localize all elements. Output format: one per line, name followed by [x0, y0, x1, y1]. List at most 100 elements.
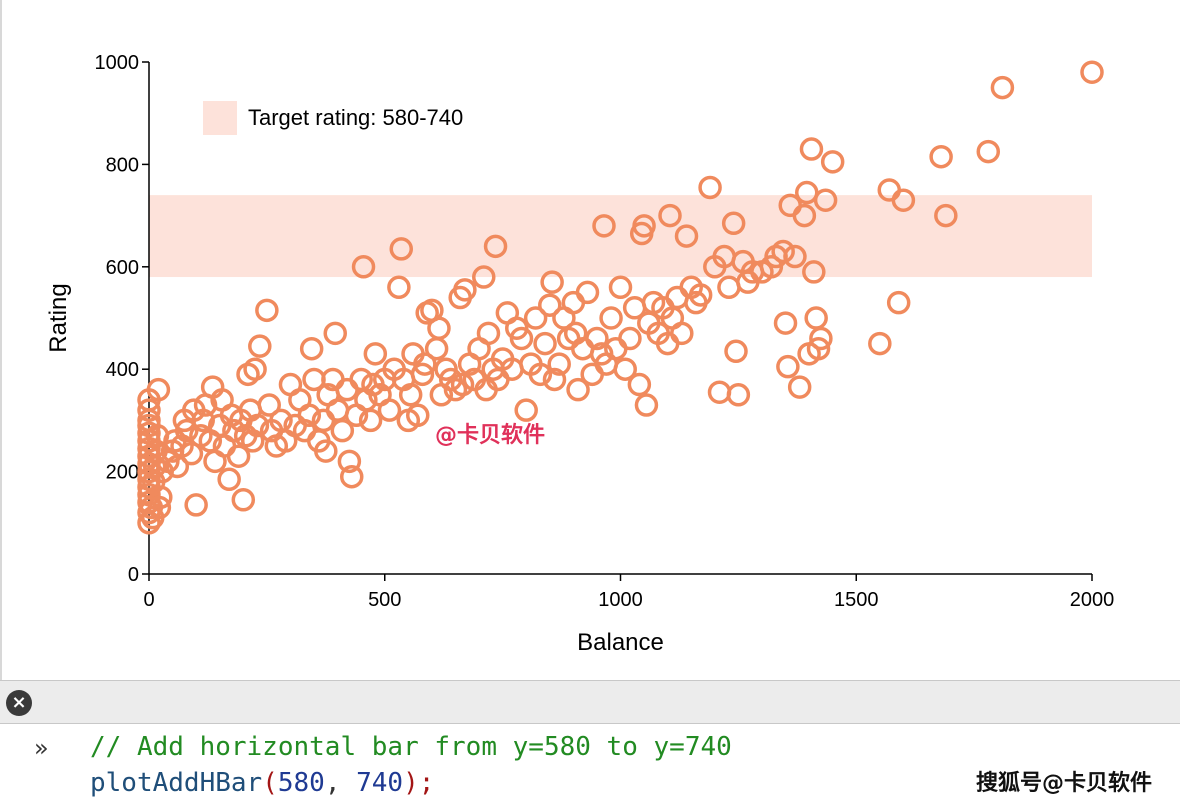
data-point [240, 429, 265, 453]
data-point [726, 383, 751, 407]
data-point [427, 316, 451, 340]
x-tick-label: 1000 [598, 589, 643, 611]
chart-annotation: @卡贝软件 [435, 422, 545, 448]
data-point [792, 203, 817, 228]
data-point [398, 383, 423, 407]
code-separator: , [324, 768, 357, 798]
data-point [337, 449, 362, 474]
data-point [771, 239, 795, 264]
data-point [698, 175, 722, 200]
y-tick-label: 1000 [95, 52, 140, 74]
data-point [804, 306, 828, 330]
target-band [149, 195, 1092, 278]
data-point [453, 278, 477, 302]
data-point [580, 362, 604, 387]
y-tick-label: 200 [106, 462, 139, 484]
data-point [528, 362, 553, 387]
x-tick-label: 1500 [834, 589, 879, 611]
data-point [349, 367, 373, 392]
data-point [599, 306, 623, 330]
data-point [389, 237, 414, 261]
data-point [809, 326, 833, 351]
data-point [509, 326, 534, 351]
data-point [806, 336, 831, 361]
data-point [717, 275, 741, 300]
data-point [147, 495, 172, 520]
data-point [632, 214, 656, 238]
data-point [547, 352, 571, 376]
data-point [721, 211, 746, 236]
data-point [813, 188, 838, 212]
data-point [363, 342, 388, 366]
data-point [634, 393, 659, 417]
data-point [783, 244, 807, 269]
data-point [976, 139, 1001, 164]
data-point [137, 398, 161, 422]
data-point [724, 339, 748, 364]
data-point [674, 224, 699, 248]
code-close: ); [403, 768, 435, 798]
data-point [476, 321, 501, 346]
data-point [542, 367, 567, 392]
plot-panel: 0 200 400 600 800 1000 0 500 1000 1500 2000 Balance… [0, 0, 1115, 680]
data-point [566, 377, 590, 402]
y-tick-label: 600 [106, 257, 139, 279]
source-watermark: 搜狐号@卡贝软件 [975, 771, 1152, 796]
data-point [243, 357, 267, 381]
x-tick-label: 0 [143, 589, 154, 611]
data-point [184, 493, 208, 517]
console-panel[interactable]: » // Add horizontal bar from y=580 to y=… [0, 724, 1180, 807]
code-open-paren: ( [262, 768, 278, 798]
legend-label: Target rating: 580-740 [248, 105, 463, 130]
x-tick-label: 2000 [1070, 589, 1115, 611]
x-axis-label: Balance [577, 629, 664, 656]
data-point [314, 439, 338, 463]
data-point [174, 418, 199, 443]
data-point [387, 275, 411, 300]
y-axis-label: Rating [45, 283, 72, 352]
data-point [179, 441, 204, 466]
data-point [658, 203, 682, 228]
code-call: plotAddHBar(580, 740); [90, 768, 434, 798]
data-point [335, 377, 359, 402]
data-point [257, 393, 281, 417]
legend-swatch [203, 101, 237, 135]
data-point [665, 285, 689, 310]
data-point [245, 413, 270, 438]
data-point [323, 321, 347, 346]
data-point [231, 488, 256, 512]
data-point [886, 290, 911, 315]
y-tick-label: 400 [106, 359, 139, 381]
data-point [358, 408, 383, 433]
data-point [990, 75, 1015, 100]
data-point [773, 311, 798, 335]
data-point [325, 398, 350, 422]
data-point [820, 150, 845, 174]
data-point [799, 137, 824, 161]
data-point [413, 352, 437, 376]
y-tick-label: 800 [106, 154, 139, 176]
data-point [540, 270, 564, 294]
code-comment: // Add horizontal bar from y=580 to y=74… [90, 732, 732, 762]
data-point [146, 377, 171, 402]
data-point [802, 260, 826, 284]
console-prompt: » [34, 734, 49, 762]
data-point [627, 372, 652, 397]
data-point [523, 306, 548, 330]
data-point [297, 403, 322, 428]
data-point [255, 298, 279, 323]
data-point [424, 336, 449, 361]
data-point [618, 326, 642, 351]
data-point [472, 265, 496, 289]
code-arg-2: 740 [356, 768, 404, 798]
x-tick-label: 500 [368, 589, 401, 611]
data-point [575, 280, 600, 305]
close-icon[interactable]: × [6, 690, 32, 716]
data-point [351, 255, 376, 279]
data-point [868, 331, 892, 356]
data-point [339, 464, 364, 489]
data-point [406, 403, 430, 428]
data-point [688, 283, 713, 307]
data-point [1080, 60, 1104, 84]
data-point [410, 362, 435, 387]
